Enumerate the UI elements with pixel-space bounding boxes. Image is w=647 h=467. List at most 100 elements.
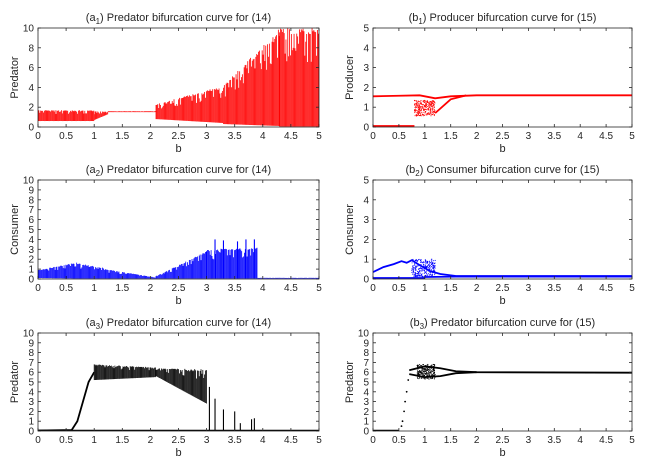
cloud-dot xyxy=(428,369,430,371)
plot-area xyxy=(38,239,319,279)
cloud-dot xyxy=(417,108,420,111)
series-branch xyxy=(434,94,467,114)
cloud-dot xyxy=(416,371,418,373)
cloud-dot xyxy=(419,111,421,113)
cloud-dot xyxy=(421,107,423,110)
plot-area xyxy=(373,258,632,279)
x-tick-label: 5 xyxy=(316,435,322,446)
cloud-dot xyxy=(414,100,416,102)
cloud-dot xyxy=(427,262,429,264)
x-tick-label: 1 xyxy=(422,131,428,142)
y-tick-label: 4 xyxy=(28,83,34,94)
cloud-dot xyxy=(432,369,434,371)
title-subscript: 1 xyxy=(418,17,423,26)
cloud-dot xyxy=(428,101,431,103)
cloud-dot xyxy=(418,365,420,367)
y-tick-label: 5 xyxy=(363,176,369,187)
cloud-dot xyxy=(422,377,424,379)
x-tick-label: 4 xyxy=(260,435,266,446)
cloud-dot xyxy=(430,112,432,114)
band-4 xyxy=(206,247,258,279)
title-rest: ) Producer bifurcation curve for (15) xyxy=(423,12,597,24)
cloud-dot xyxy=(414,276,416,278)
x-tick-label: 0.5 xyxy=(392,435,406,446)
cloud-dot xyxy=(429,105,431,108)
cloud-dot xyxy=(414,274,416,277)
cloud-dot xyxy=(429,112,431,114)
cloud-dot xyxy=(433,107,435,109)
x-tick-label: 3.5 xyxy=(547,131,561,142)
y-tick-label: 2 xyxy=(363,235,369,246)
y-tick-label: 9 xyxy=(28,338,34,349)
y-axis-label: Predator xyxy=(9,361,21,404)
cloud-dot xyxy=(413,276,415,278)
title-prefix: (a xyxy=(86,12,97,24)
band-1 xyxy=(93,111,109,121)
cloud-dot xyxy=(427,106,430,108)
y-tick-label: 1 xyxy=(363,103,369,114)
cloud-dot xyxy=(416,365,419,368)
cloud-dot xyxy=(431,369,433,371)
cloud-dot xyxy=(426,270,428,272)
cloud-dot xyxy=(430,261,432,263)
cloud-dot xyxy=(415,109,417,111)
title-rest: ) Consumer bifurcation curve for (15) xyxy=(420,164,600,176)
x-tick-label: 0 xyxy=(370,131,376,142)
title-subscript: 2 xyxy=(96,169,101,178)
x-tick-label: 0 xyxy=(35,435,41,446)
x-tick-label: 1 xyxy=(91,283,97,294)
y-tick-label: 6 xyxy=(28,215,34,226)
panel-a1: 0 0.5 1 1.5 2 2.5 3 3.5 4 4.5 50246810bPredator(a1… xyxy=(9,12,322,155)
cloud-dot xyxy=(430,267,432,269)
cloud-dot xyxy=(423,373,425,375)
x-axis-label: b xyxy=(499,447,505,459)
cloud-dot xyxy=(428,371,430,373)
cloud-dot xyxy=(431,112,433,114)
cloud xyxy=(413,99,436,117)
y-tick-label: 8 xyxy=(28,43,34,54)
x-tick-label: 0 xyxy=(370,283,376,294)
cloud-dot xyxy=(416,100,418,102)
cloud-dot xyxy=(418,373,420,375)
cloud-dot xyxy=(423,375,426,377)
dot-point xyxy=(404,400,407,403)
y-tick-label: 7 xyxy=(28,358,34,369)
cloud-dot xyxy=(429,367,431,370)
x-tick-label: 4 xyxy=(260,131,266,142)
cloud-dot xyxy=(429,110,431,112)
cloud-dot xyxy=(433,109,436,111)
y-tick-label: 5 xyxy=(363,24,369,35)
y-axis-label: Predator xyxy=(9,56,21,99)
cloud-dot xyxy=(419,272,421,274)
y-axis-label: Consumer xyxy=(9,204,21,255)
x-tick-label: 0.5 xyxy=(392,283,406,294)
cloud-dot xyxy=(414,109,416,111)
x-tick-label: 4.5 xyxy=(284,435,298,446)
title-prefix: (a xyxy=(86,317,97,329)
x-tick-label: 1 xyxy=(422,283,428,294)
x-tick-label: 1 xyxy=(91,435,97,446)
cloud-dot xyxy=(421,261,423,263)
x-tick-label: 2 xyxy=(474,435,480,446)
cloud-dot xyxy=(426,105,428,108)
cloud-dot xyxy=(418,258,420,260)
x-tick-label: 4 xyxy=(577,435,583,446)
cloud-dot xyxy=(424,106,426,108)
title-rest: ) Predator bifurcation curve for (14) xyxy=(100,12,271,24)
cloud-dot xyxy=(414,104,416,106)
cloud-dot xyxy=(416,370,419,372)
cloud-dot xyxy=(427,113,429,115)
cloud-dot xyxy=(422,269,424,271)
x-tick-label: 4.5 xyxy=(284,131,298,142)
cloud-dot xyxy=(417,274,419,276)
cloud-dot xyxy=(416,114,418,116)
cloud-dot xyxy=(414,264,416,266)
cloud-dot xyxy=(419,377,421,379)
cloud-dot xyxy=(429,370,431,372)
x-axis-label: b xyxy=(175,447,181,459)
cloud-dot xyxy=(425,114,427,116)
cloud-dot xyxy=(425,109,428,111)
cloud-dot xyxy=(419,365,422,367)
x-tick-label: 3 xyxy=(526,131,532,142)
cloud-dot xyxy=(418,114,420,117)
